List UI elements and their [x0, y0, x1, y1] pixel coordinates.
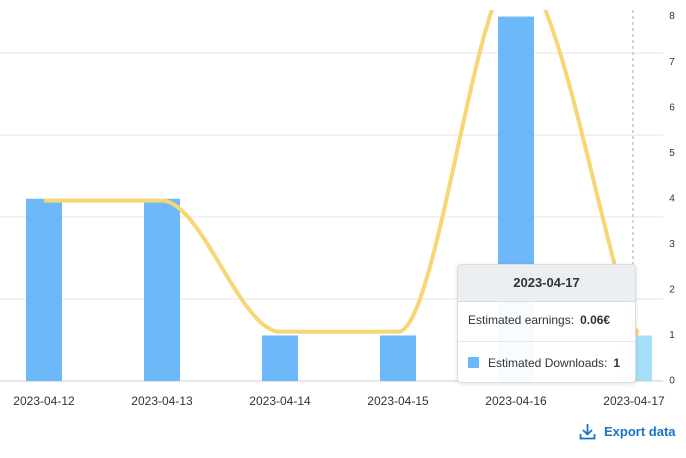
- y2-tick-label: 4: [669, 193, 675, 204]
- x-tick-label: 2023-04-14: [249, 394, 311, 408]
- y2-tick-label: 7: [669, 57, 675, 68]
- y2-tick-label: 0: [669, 376, 675, 387]
- tooltip-row: Estimated earnings: 0.06€: [468, 313, 610, 327]
- bar: [380, 335, 416, 381]
- tooltip-swatch: [468, 357, 479, 368]
- tooltip: 2023-04-17 Estimated earnings: 0.06€ Esti…: [457, 264, 636, 383]
- y2-tick-label: 6: [669, 102, 675, 113]
- bars: [26, 16, 652, 382]
- tooltip-value: 0.06€: [580, 313, 611, 327]
- y2-tick-label: 5: [669, 148, 675, 159]
- tooltip-title: 2023-04-17: [458, 265, 635, 302]
- chart: 0 1 2 3 4 5 6 7 8 2023-04-12 2023-04-13 2023-04-14 2…: [0, 10, 675, 408]
- x-tick-label: 2023-04-16: [485, 394, 547, 408]
- tooltip-value: 1: [613, 356, 621, 370]
- tooltip-label: Estimated earnings:: [468, 313, 575, 327]
- bar: [144, 198, 180, 381]
- tooltip-label: Estimated Downloads:: [488, 356, 608, 370]
- bar: [26, 198, 62, 381]
- x-tick-label: 2023-04-13: [131, 394, 193, 408]
- line: [44, 10, 636, 334]
- x-tick-label: 2023-04-17: [603, 394, 665, 408]
- x-tick-label: 2023-04-12: [13, 394, 75, 408]
- labels: 0 1 2 3 4 5 6 7 8 2023-04-12 2023-04-13 2023-04-14 2…: [13, 11, 675, 408]
- tooltip-divider: [458, 341, 635, 342]
- download-icon: [579, 424, 596, 440]
- bar: [262, 335, 298, 381]
- x-tick-label: 2023-04-15: [367, 394, 429, 408]
- y2-tick-label: 3: [669, 239, 675, 250]
- tooltip-row: Estimated Downloads: 1: [468, 356, 620, 370]
- y2-tick-label: 1: [669, 330, 675, 341]
- export-label: Export data: [604, 424, 676, 439]
- export-button[interactable]: Export data: [579, 423, 676, 440]
- y2-tick-label: 2: [669, 285, 675, 296]
- y2-tick-label: 8: [669, 11, 675, 22]
